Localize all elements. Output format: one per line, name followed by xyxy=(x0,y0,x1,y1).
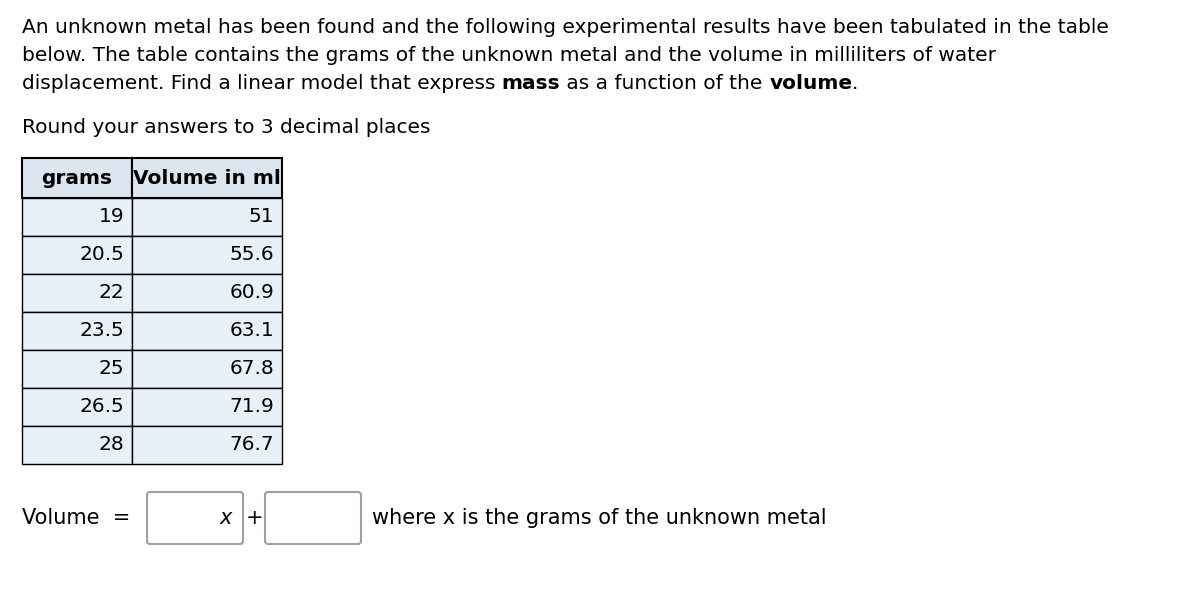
Bar xyxy=(22,388,132,426)
Text: An unknown metal has been found and the following experimental results have been: An unknown metal has been found and the … xyxy=(22,18,1109,37)
Bar xyxy=(22,236,132,274)
Text: Round your answers to 3 decimal places: Round your answers to 3 decimal places xyxy=(22,118,431,137)
Bar xyxy=(132,350,282,388)
Bar xyxy=(132,312,282,350)
Text: 67.8: 67.8 xyxy=(229,359,274,378)
Text: +: + xyxy=(246,508,264,528)
Text: 22: 22 xyxy=(98,284,124,303)
Text: 25: 25 xyxy=(98,359,124,378)
FancyBboxPatch shape xyxy=(148,492,242,544)
Text: Volume  =: Volume = xyxy=(22,508,131,528)
Text: 51: 51 xyxy=(248,207,274,226)
Text: 55.6: 55.6 xyxy=(229,245,274,265)
Bar xyxy=(22,274,132,312)
Text: mass: mass xyxy=(502,74,560,93)
FancyBboxPatch shape xyxy=(265,492,361,544)
Text: 63.1: 63.1 xyxy=(229,322,274,340)
Text: displacement. Find a linear model that express: displacement. Find a linear model that e… xyxy=(22,74,502,93)
Bar xyxy=(132,236,282,274)
Bar xyxy=(132,158,282,198)
Bar xyxy=(22,312,132,350)
Bar xyxy=(22,158,132,198)
Text: 71.9: 71.9 xyxy=(229,398,274,417)
Bar xyxy=(132,426,282,464)
Text: below. The table contains the grams of the unknown metal and the volume in milli: below. The table contains the grams of t… xyxy=(22,46,996,65)
Text: 20.5: 20.5 xyxy=(79,245,124,265)
Bar xyxy=(22,350,132,388)
Bar xyxy=(22,426,132,464)
Text: Volume in ml: Volume in ml xyxy=(133,168,281,187)
Text: where x is the grams of the unknown metal: where x is the grams of the unknown meta… xyxy=(372,508,827,528)
Text: grams: grams xyxy=(42,168,113,187)
Text: 23.5: 23.5 xyxy=(79,322,124,340)
Text: .: . xyxy=(852,74,859,93)
Bar xyxy=(132,274,282,312)
Text: 28: 28 xyxy=(98,436,124,454)
Text: x: x xyxy=(220,508,232,528)
Text: 26.5: 26.5 xyxy=(79,398,124,417)
Text: 76.7: 76.7 xyxy=(229,436,274,454)
Text: 60.9: 60.9 xyxy=(229,284,274,303)
Text: 19: 19 xyxy=(98,207,124,226)
Text: volume: volume xyxy=(769,74,852,93)
Bar xyxy=(132,388,282,426)
Bar xyxy=(132,198,282,236)
Bar xyxy=(22,198,132,236)
Text: as a function of the: as a function of the xyxy=(560,74,769,93)
